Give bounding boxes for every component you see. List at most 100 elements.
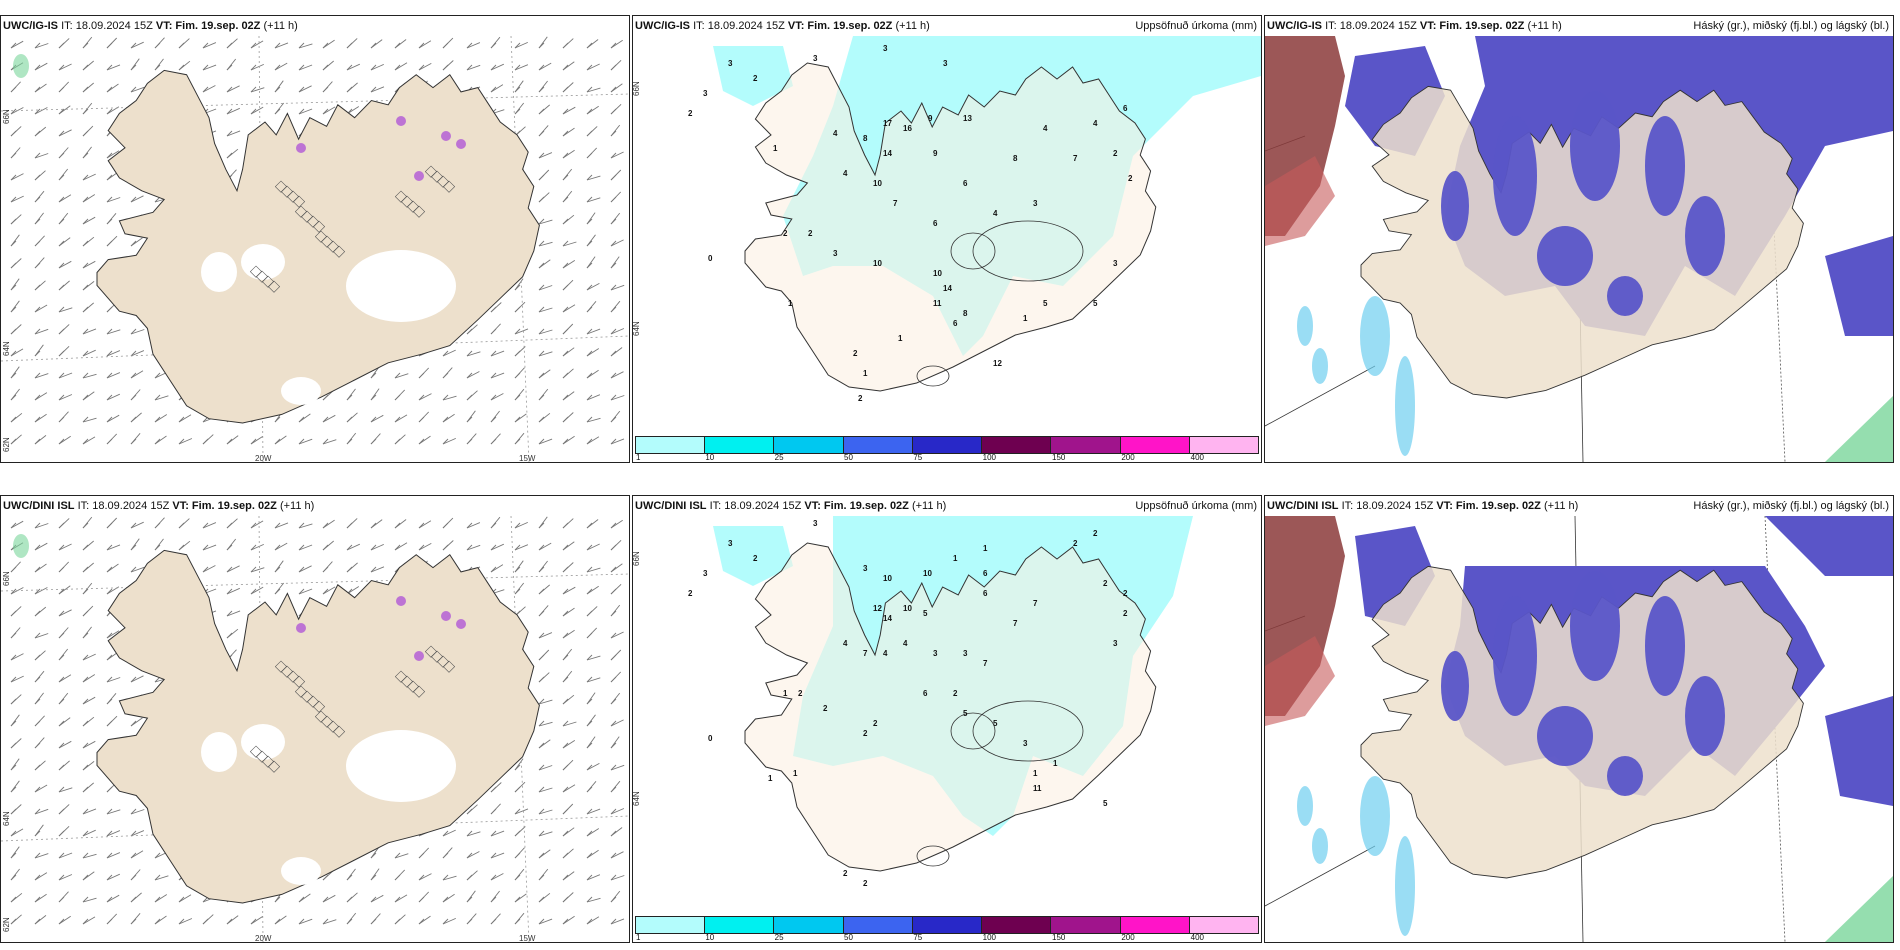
wind-barb-flag	[610, 284, 617, 291]
wind-barb	[226, 130, 241, 137]
panel-precip-top: UWC/IG-IS IT: 18.09.2024 15Z VT: Fim. 19…	[632, 15, 1262, 463]
wind-barb	[10, 173, 24, 181]
precip-value: 4	[883, 649, 888, 658]
wind-barb-flag	[106, 522, 113, 529]
wind-barb-flag	[34, 372, 41, 379]
wind-barb	[538, 351, 553, 357]
wind-barb-flag	[586, 720, 593, 727]
wind-barb-flag	[10, 240, 17, 247]
wind-barb-flag	[34, 284, 41, 291]
precip-value: 5	[1103, 799, 1108, 808]
wind-barb-flag	[82, 588, 89, 595]
wind-barb-flag	[130, 372, 137, 379]
wind-barb	[106, 197, 121, 203]
init-time: IT: 18.09.2024 15Z	[77, 500, 170, 512]
wind-barb-flag	[562, 42, 569, 49]
wind-barb-flag	[34, 174, 41, 181]
colorbar-labels: 1 10 25 50 75 100 150 200 400	[635, 933, 1259, 942]
hatch-cell	[412, 205, 426, 218]
mid-cloud	[1825, 696, 1893, 806]
precip-value: 4	[1043, 124, 1048, 133]
wind-barb-flag	[130, 720, 137, 727]
wind-barb-flag	[562, 284, 569, 291]
wind-barb-flag	[562, 720, 569, 727]
wind-barb-flag	[10, 174, 17, 181]
wind-barb-flag	[562, 808, 569, 815]
wind-barb	[58, 435, 71, 445]
wind-barb-flag	[226, 610, 233, 617]
wind-barb-flag	[490, 328, 497, 335]
wind-barb	[58, 129, 72, 137]
wind-barb-flag	[202, 918, 209, 925]
precip-value: 4	[993, 209, 998, 218]
wind-barb-flag	[82, 240, 89, 247]
wind-barb	[610, 851, 624, 859]
wind-barb	[394, 853, 409, 859]
wind-barb-flag	[442, 830, 449, 837]
wind-barb-flag	[34, 852, 41, 859]
valid-time: VT: Fim. 19.sep. 02Z	[155, 20, 261, 32]
wind-barb	[250, 543, 264, 551]
precip-spot	[456, 139, 466, 149]
wind-barb-flag	[538, 698, 545, 705]
wind-barb-flag	[466, 852, 473, 859]
precip-value: 3	[728, 539, 733, 548]
wind-barb	[58, 543, 72, 551]
wind-barb-flag	[58, 588, 65, 595]
low-cloud	[1395, 836, 1415, 936]
lat-line	[1265, 845, 1376, 907]
wind-barb	[82, 436, 96, 445]
wind-barb-flag	[610, 174, 617, 181]
wind-barb-flag	[82, 42, 89, 49]
wind-barb	[322, 106, 336, 115]
wind-barb-flag	[466, 372, 473, 379]
wind-barb	[34, 523, 49, 529]
wind-barb-flag	[106, 394, 113, 401]
wind-barb	[466, 42, 481, 49]
panel-wind-top: UWC/IG-IS IT: 18.09.2024 15Z VT: Fim. 19…	[0, 15, 630, 463]
wind-barb-flag	[130, 852, 137, 859]
precip-spot	[396, 596, 406, 606]
wind-barb-flag	[298, 522, 305, 529]
wind-barb-flag	[586, 786, 593, 793]
wind-barb-flag	[58, 544, 65, 551]
precip-value: 1	[898, 334, 903, 343]
precip-value: 4	[843, 169, 848, 178]
wind-barb	[202, 64, 217, 71]
wind-barb	[34, 808, 49, 815]
wind-barb	[58, 874, 73, 881]
wind-barb-flag	[10, 830, 17, 837]
wind-barb-flag	[34, 632, 41, 639]
wind-barb-flag	[562, 130, 569, 137]
wind-barb	[418, 40, 432, 49]
wind-barb-flag	[10, 852, 17, 859]
cloud-map	[1265, 516, 1893, 942]
wind-barb-flag	[130, 416, 137, 423]
colorbar-tick-label: 1	[636, 453, 641, 462]
wind-barb-flag	[34, 438, 41, 445]
wind-barb-flag	[58, 108, 65, 115]
panel-header: UWC/DINI ISL IT: 18.09.2024 15Z VT: Fim.…	[1, 496, 629, 516]
wind-barb	[82, 194, 96, 203]
lon-label: 15W	[519, 934, 536, 943]
precip-value: 2	[853, 349, 858, 358]
colorbar-cell	[843, 917, 913, 933]
hatch-cell	[292, 675, 306, 688]
wind-barb-flag	[538, 654, 545, 661]
wind-barb-flag	[106, 64, 113, 71]
wind-barb-flag	[130, 874, 137, 881]
wind-barb-flag	[562, 764, 569, 771]
wind-map	[1, 36, 629, 462]
wind-barb-flag	[274, 416, 281, 423]
wind-barb	[58, 194, 72, 203]
wind-barb-flag	[58, 698, 65, 705]
hatch-cell	[442, 180, 456, 193]
wind-barb-flag	[610, 852, 617, 859]
precip-value: 2	[753, 554, 758, 563]
colorbar-cell	[982, 917, 1052, 933]
wind-barb-flag	[562, 262, 569, 269]
wind-barb	[250, 520, 264, 529]
wind-barb-flag	[466, 328, 473, 335]
wind-barb-flag	[322, 522, 329, 529]
precip-spot	[296, 143, 306, 153]
